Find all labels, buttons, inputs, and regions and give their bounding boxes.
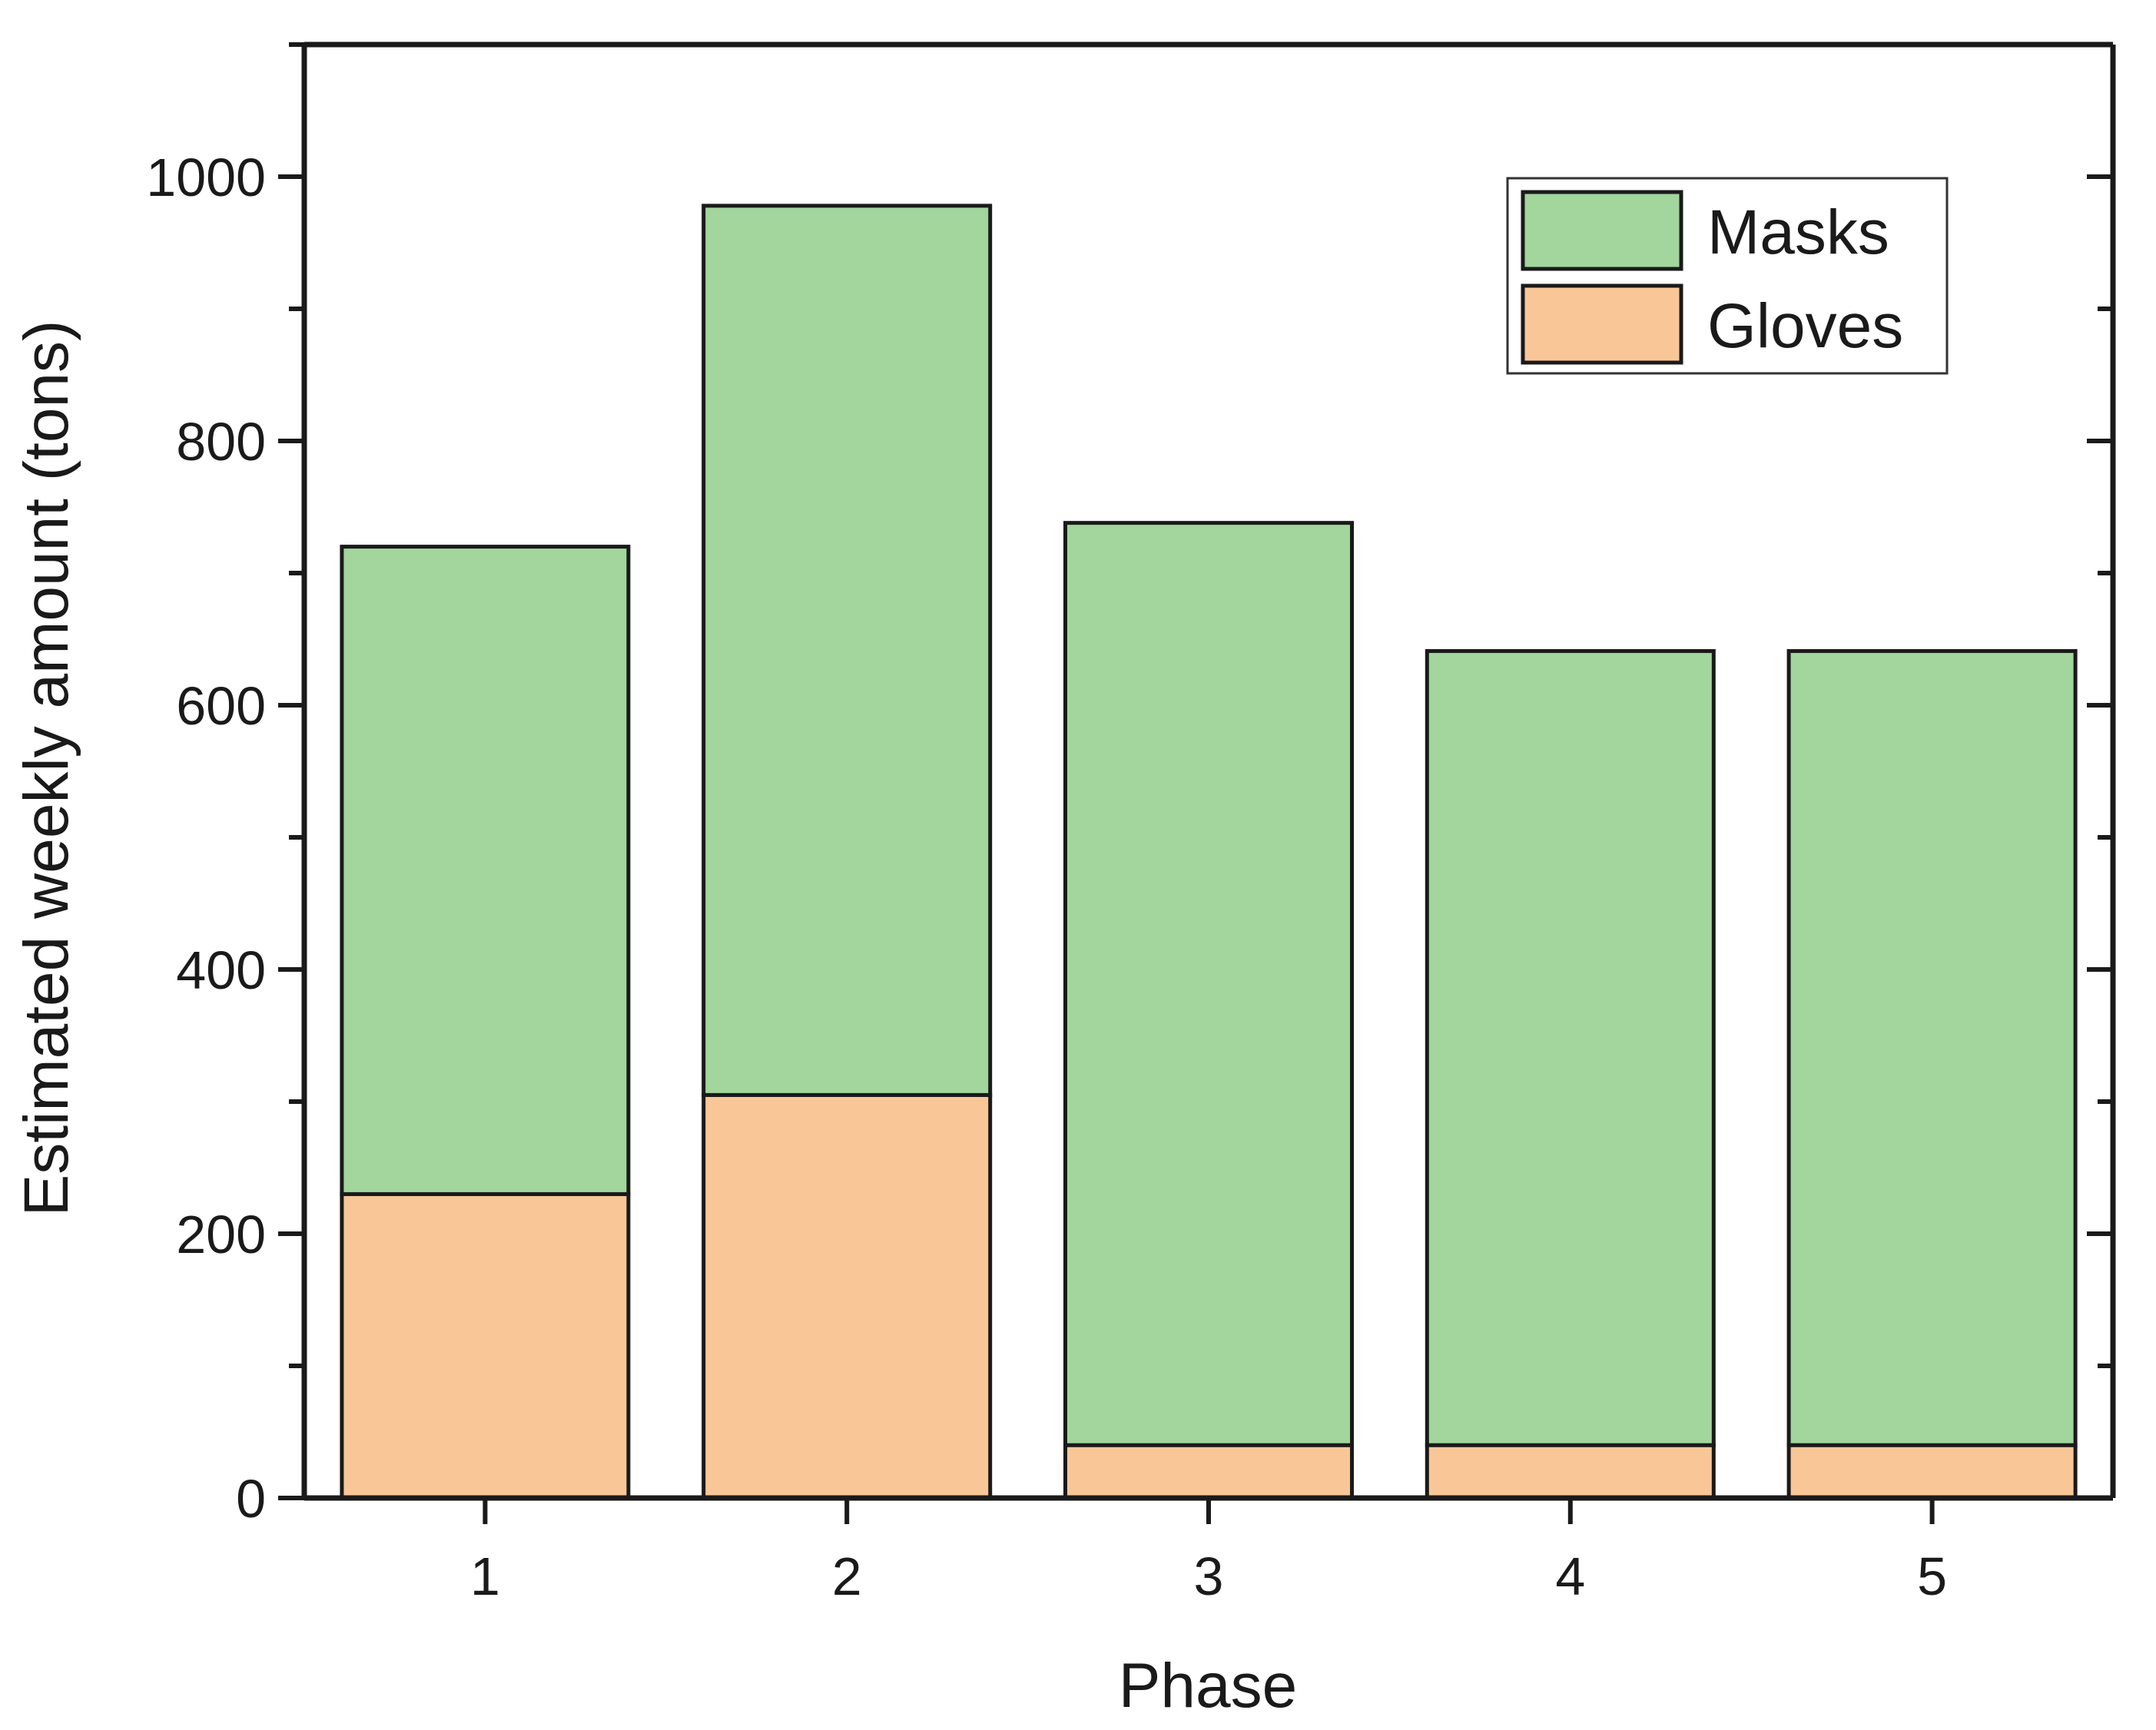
legend: Masks Gloves bbox=[1506, 177, 1949, 375]
legend-label-masks: Masks bbox=[1707, 197, 1889, 267]
y-tick-label: 400 bbox=[176, 940, 266, 1000]
bar-masks-phase-5 bbox=[1786, 648, 2078, 1447]
bar-gloves-phase-4 bbox=[1425, 1443, 1716, 1500]
y-axis-title: Estimated weekly amount (tons) bbox=[12, 320, 81, 1217]
bar-masks-phase-4 bbox=[1425, 648, 1716, 1447]
bar-gloves-phase-1 bbox=[340, 1191, 631, 1500]
y-tick-label: 0 bbox=[236, 1469, 266, 1529]
bar-gloves-phase-5 bbox=[1786, 1443, 2078, 1500]
y-tick-label: 600 bbox=[176, 676, 266, 736]
bar-masks-phase-2 bbox=[702, 204, 993, 1097]
x-tick-label: 4 bbox=[1555, 1546, 1585, 1606]
ticks-layer: 0 200 400 600 800 1000 1 2 3 4 5 bbox=[146, 42, 2113, 1606]
x-tick-label: 3 bbox=[1194, 1546, 1224, 1606]
x-tick-label: 2 bbox=[832, 1546, 862, 1606]
bar-gloves-phase-2 bbox=[702, 1092, 993, 1500]
bars-layer bbox=[340, 204, 2078, 1500]
x-tick-label: 1 bbox=[470, 1546, 500, 1606]
legend-swatch-gloves bbox=[1521, 283, 1683, 365]
y-tick-label: 800 bbox=[176, 412, 266, 472]
bar-masks-phase-1 bbox=[340, 545, 631, 1196]
bar-masks-phase-3 bbox=[1063, 521, 1354, 1447]
x-axis-title: Phase bbox=[1119, 1651, 1298, 1721]
legend-swatch-masks bbox=[1521, 190, 1683, 271]
x-tick-label: 5 bbox=[1917, 1546, 1947, 1606]
legend-label-gloves: Gloves bbox=[1707, 291, 1903, 361]
bar-gloves-phase-3 bbox=[1063, 1443, 1354, 1500]
y-tick-label: 1000 bbox=[146, 147, 266, 207]
y-tick-label: 200 bbox=[176, 1205, 266, 1264]
